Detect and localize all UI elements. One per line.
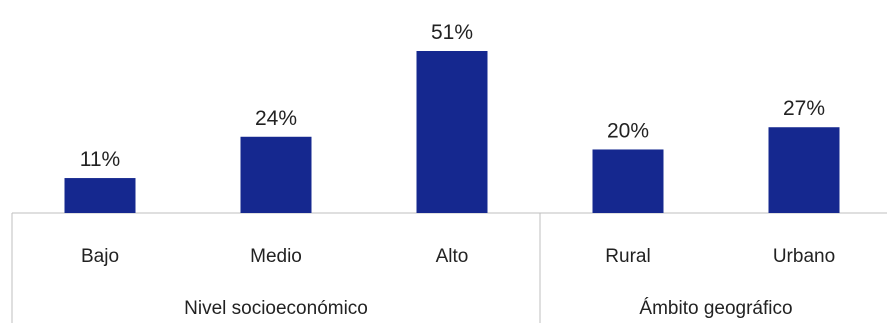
- bar-urbano: [768, 127, 840, 213]
- data-label-alto: 51%: [431, 21, 473, 44]
- data-label-rural: 20%: [607, 119, 649, 142]
- group-label-2: Ámbito geográfico: [639, 298, 792, 319]
- data-label-bajo: 11%: [80, 148, 120, 171]
- category-label-urbano: Urbano: [773, 246, 835, 267]
- bar-medio: [240, 136, 312, 213]
- data-label-medio: 24%: [255, 107, 297, 130]
- bar-alto: [416, 51, 488, 213]
- bar-bajo: [64, 178, 136, 213]
- bar-rural: [592, 149, 664, 213]
- category-label-bajo: Bajo: [81, 246, 119, 267]
- group-label-1: Nivel socioeconómico: [184, 298, 368, 319]
- data-label-urbano: 27%: [783, 97, 825, 120]
- category-label-alto: Alto: [436, 246, 469, 267]
- category-label-rural: Rural: [605, 246, 650, 267]
- category-label-medio: Medio: [250, 246, 302, 267]
